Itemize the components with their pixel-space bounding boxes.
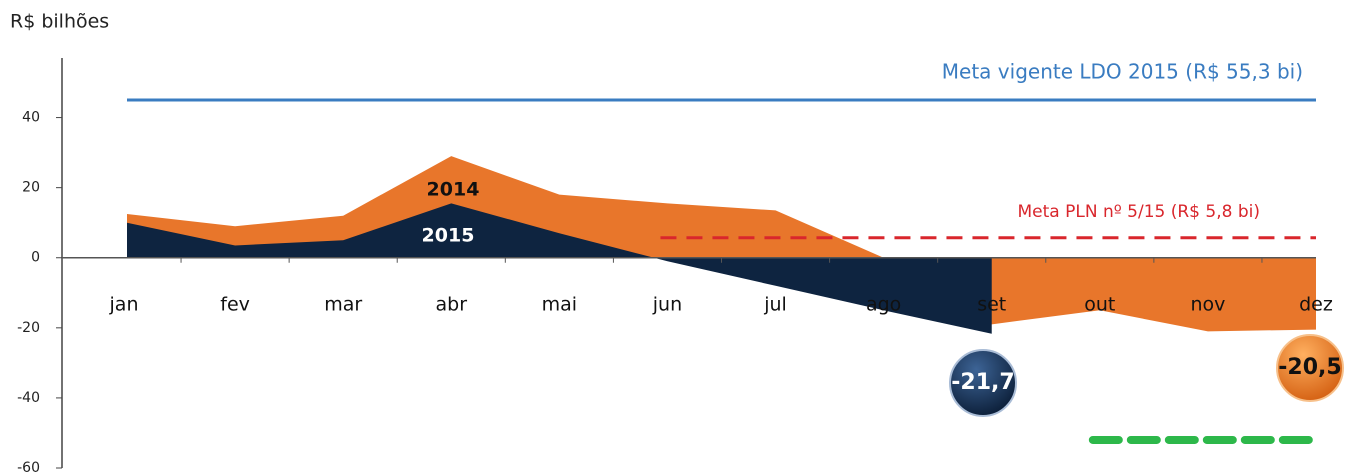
y-tick-label: -40 bbox=[17, 390, 40, 406]
series-label: 2015 bbox=[422, 225, 475, 247]
x-tick-label: ago bbox=[866, 294, 901, 316]
y-tick-label: -20 bbox=[17, 320, 40, 336]
x-tick-label: jan bbox=[109, 294, 139, 316]
x-tick-label: jul bbox=[763, 294, 787, 316]
x-tick-label: nov bbox=[1190, 294, 1225, 316]
x-tick-label: mai bbox=[542, 294, 577, 316]
area bbox=[127, 156, 1316, 332]
area bbox=[127, 203, 992, 334]
y-tick-label: 0 bbox=[31, 250, 40, 266]
x-tick-label: mar bbox=[324, 294, 362, 316]
x-tick-label: fev bbox=[220, 294, 250, 316]
series-label: 2014 bbox=[427, 179, 480, 201]
value-label: -20,5 bbox=[1278, 355, 1341, 380]
x-tick-label: jun bbox=[652, 294, 682, 316]
value-label: -21,7 bbox=[951, 370, 1014, 395]
reference-label: Meta PLN nº 5/15 (R$ 5,8 bi) bbox=[1018, 202, 1260, 222]
x-tick-label: abr bbox=[436, 294, 468, 316]
y-axis-label: R$ bilhões bbox=[10, 11, 109, 33]
value-bubble bbox=[1276, 334, 1344, 402]
reference-label: Meta vigente LDO 2015 (R$ 55,3 bi) bbox=[942, 60, 1303, 84]
x-tick-label: set bbox=[977, 294, 1006, 316]
y-tick-label: 20 bbox=[22, 180, 40, 196]
value-bubble bbox=[949, 349, 1017, 417]
y-tick-label: 40 bbox=[22, 110, 40, 126]
y-tick-label: -60 bbox=[17, 460, 40, 473]
x-tick-label: out bbox=[1084, 294, 1115, 316]
x-tick-label: dez bbox=[1299, 294, 1333, 316]
